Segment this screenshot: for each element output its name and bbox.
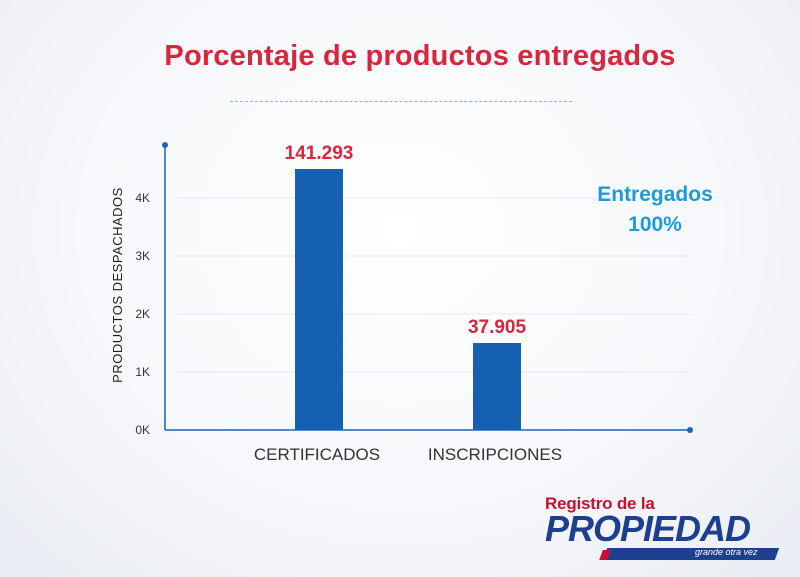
data-label: 141.293 — [285, 143, 354, 164]
title-divider — [230, 101, 572, 102]
annotation-percent: 100% — [628, 213, 682, 236]
y-axis-end-dot — [162, 142, 168, 148]
delivered-annotation: Entregados 100% — [575, 180, 735, 240]
data-label: 37.905 — [468, 317, 527, 338]
y-tick-label: 2K — [135, 307, 150, 321]
chart-title: Porcentaje de productos entregados — [164, 40, 676, 72]
x-tick-label: CERTIFICADOS — [254, 445, 380, 464]
y-tick-label: 4K — [135, 191, 150, 205]
annotation-label: Entregados — [597, 183, 713, 206]
logo-tagline: grande otra vez — [695, 547, 758, 557]
logo-top-text: Registro de la — [545, 494, 655, 513]
y-tick-label: 3K — [135, 249, 150, 263]
bar-certificados — [295, 169, 343, 430]
logo-main-text: PROPIEDAD — [545, 508, 751, 549]
registro-propiedad-logo: Registro de la PROPIEDAD grande otra vez — [545, 494, 780, 564]
x-axis-end-dot — [687, 427, 693, 433]
y-axis-label: PRODUCTOS DESPACHADOS — [110, 187, 125, 383]
x-tick-label: INSCRIPCIONES — [428, 445, 562, 464]
y-tick-label: 1K — [135, 365, 150, 379]
bar-inscripciones — [473, 343, 521, 430]
y-tick-label: 0K — [135, 423, 150, 437]
